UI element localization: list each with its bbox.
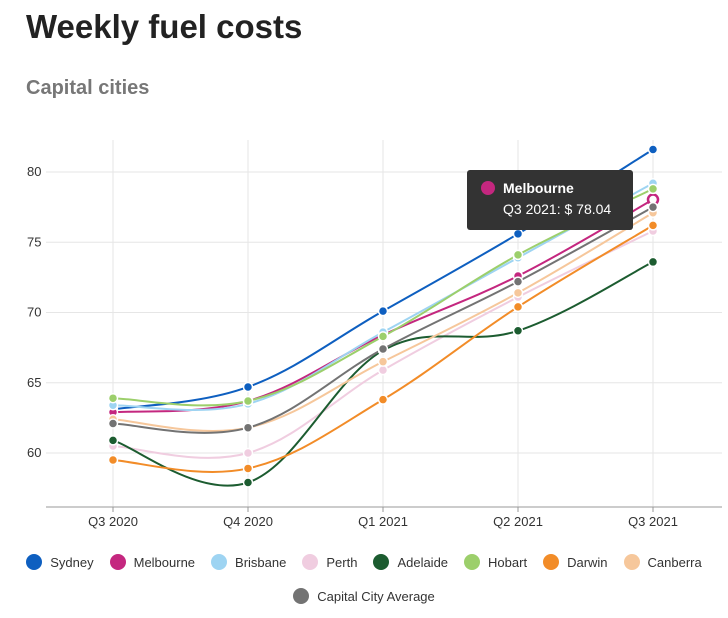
data-point-canberra[interactable]	[512, 287, 524, 299]
legend-color-dot	[464, 554, 481, 570]
data-point-darwin[interactable]	[647, 220, 659, 231]
data-point-canberra[interactable]	[377, 356, 389, 367]
legend-label: Hobart	[488, 554, 528, 570]
data-point-capital-city-average[interactable]	[242, 422, 254, 433]
legend-label: Sydney	[50, 554, 94, 570]
data-point-sydney[interactable]	[647, 144, 659, 155]
data-point-adelaide[interactable]	[107, 435, 119, 446]
data-point-hobart[interactable]	[512, 249, 524, 261]
tooltip-value: $ 78.04	[564, 201, 612, 217]
data-point-capital-city-average[interactable]	[647, 201, 659, 213]
y-tick-label: 75	[27, 234, 41, 249]
legend-color-dot	[302, 554, 319, 570]
x-tick-label: Q3 2021	[628, 514, 678, 529]
x-tick-label: Q3 2020	[88, 514, 138, 529]
legend-color-dot	[373, 554, 390, 570]
data-point-sydney[interactable]	[242, 381, 254, 393]
legend-item-capital-city-average[interactable]: Capital City Average	[293, 588, 435, 604]
line-chart: 60 65 70 75 80 Q3 2020 Q4 2020 Q1 2021 Q2 2021 Q3…	[27, 140, 722, 529]
legend-color-dot	[623, 554, 640, 570]
legend-item-darwin[interactable]: Darwin	[543, 554, 608, 570]
legend-label: Canberra	[647, 554, 702, 570]
data-point-adelaide[interactable]	[512, 325, 524, 337]
data-point-hobart[interactable]	[377, 331, 389, 342]
legend-label: Adelaide	[397, 554, 449, 570]
data-point-adelaide[interactable]	[242, 477, 254, 488]
legend-label: Darwin	[567, 554, 608, 570]
legend-color-dot	[26, 554, 43, 570]
data-point-hobart[interactable]	[107, 392, 119, 404]
legend-color-dot	[543, 554, 560, 570]
data-point-darwin[interactable]	[512, 301, 524, 313]
y-tick-label: 80	[27, 164, 41, 179]
chart-legend: Sydney Melbourne Brisbane Perth Adelaide Hoba…	[0, 550, 728, 618]
legend-item-sydney[interactable]: Sydney	[26, 554, 94, 570]
data-point-darwin[interactable]	[377, 394, 389, 405]
legend-label: Melbourne	[133, 554, 196, 570]
data-point-hobart[interactable]	[242, 395, 254, 407]
legend-color-dot	[211, 554, 228, 570]
tooltip-series-dot	[481, 181, 495, 195]
data-point-capital-city-average[interactable]	[107, 418, 119, 429]
data-point-perth[interactable]	[242, 447, 254, 459]
x-tick-label: Q1 2021	[358, 514, 408, 529]
legend-item-canberra[interactable]: Canberra	[623, 554, 702, 570]
legend-color-dot	[293, 588, 310, 604]
x-tick-label: Q4 2020	[223, 514, 273, 529]
legend-item-perth[interactable]: Perth	[302, 554, 357, 570]
y-tick-label: 60	[27, 445, 41, 460]
legend-label: Capital City Average	[317, 588, 435, 604]
data-point-sydney[interactable]	[512, 228, 524, 240]
y-tick-label: 70	[27, 305, 41, 320]
legend-label: Brisbane	[235, 554, 287, 570]
data-point-capital-city-average[interactable]	[512, 276, 524, 287]
legend-item-brisbane[interactable]: Brisbane	[211, 554, 286, 570]
page-subtitle: Capital cities	[26, 77, 150, 99]
tooltip-category: Q3 2021	[503, 201, 557, 217]
x-tick-label: Q2 2021	[493, 514, 543, 529]
data-point-darwin[interactable]	[107, 454, 119, 466]
legend-item-melbourne[interactable]: Melbourne	[109, 554, 196, 570]
data-point-perth[interactable]	[377, 364, 389, 376]
legend-color-dot	[109, 554, 126, 570]
chart-tooltip: Melbourne Q3 2021: $ 78.04	[467, 170, 633, 230]
data-point-darwin[interactable]	[242, 463, 254, 474]
legend-item-hobart[interactable]: Hobart	[464, 554, 527, 570]
legend-label: Perth	[326, 554, 358, 570]
legend-item-adelaide[interactable]: Adelaide	[373, 554, 448, 570]
data-point-capital-city-average[interactable]	[377, 343, 389, 355]
tooltip-separator: :	[556, 201, 565, 217]
y-tick-label: 65	[27, 375, 41, 390]
data-point-sydney[interactable]	[377, 305, 389, 317]
page-title: Weekly fuel costs	[26, 8, 303, 45]
data-point-adelaide[interactable]	[647, 256, 659, 268]
tooltip-series-name: Melbourne	[503, 180, 574, 196]
data-point-hobart[interactable]	[647, 183, 659, 195]
